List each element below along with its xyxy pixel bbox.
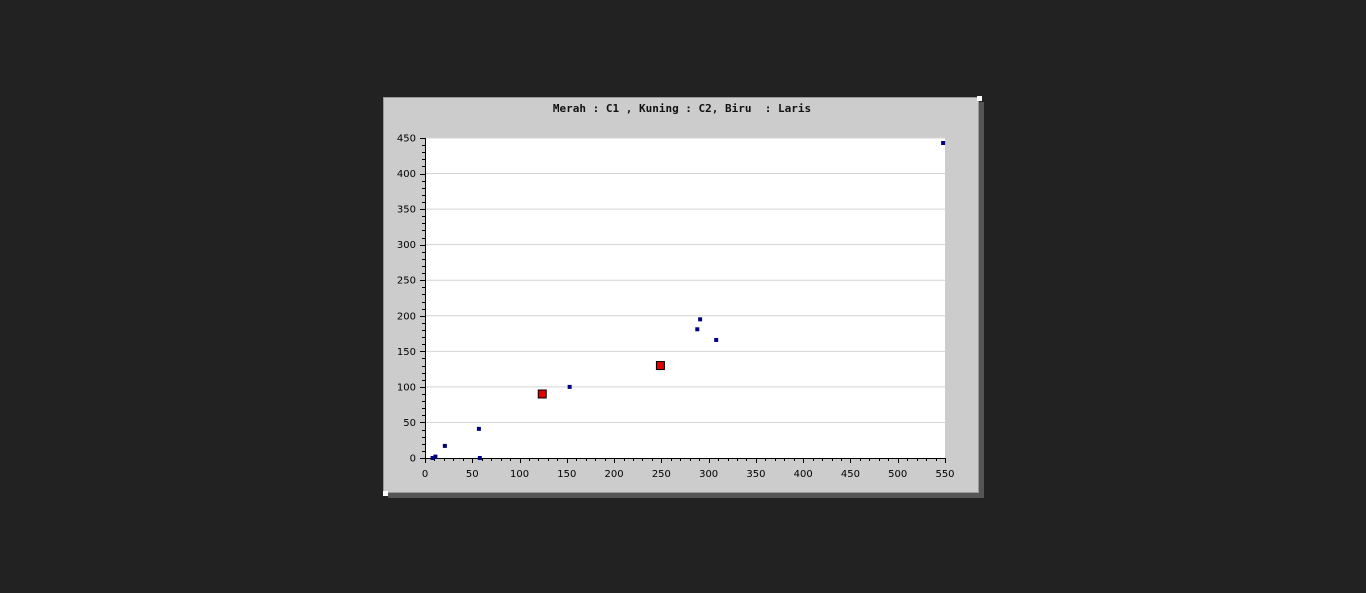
data-point (477, 456, 482, 460)
y-tick-label: 0 (410, 454, 416, 465)
x-tick-label: 200 (605, 469, 624, 480)
data-point (433, 454, 438, 459)
data-points (430, 140, 946, 460)
x-tick-label: 500 (888, 469, 907, 480)
x-tick-label: 350 (746, 469, 765, 480)
data-point (476, 426, 481, 431)
y-tick-label: 200 (397, 311, 416, 322)
x-tick-label: 300 (699, 469, 718, 480)
x-tick-label: 450 (841, 469, 860, 480)
centroid-point (537, 389, 547, 399)
centroid-point (655, 361, 665, 371)
y-tick-label: 100 (397, 382, 416, 393)
data-point (442, 443, 447, 448)
x-tick-label: 400 (794, 469, 813, 480)
y-tick-label: 350 (397, 205, 416, 216)
data-point (714, 337, 719, 342)
grid-lines (425, 137, 945, 423)
resize-handle-bottom-left[interactable] (383, 491, 388, 496)
y-tick-label: 300 (397, 240, 416, 251)
tick-labels: 0 50 100 150 200 250 300 350 400 450 0 50 100 150 200 2… (397, 134, 955, 481)
chart-title: Merah : C1 , Kuning : C2, Biru : Laris (552, 102, 812, 115)
data-point (430, 456, 435, 460)
x-tick-label: 0 (422, 469, 428, 480)
plot-area (425, 138, 945, 458)
data-point (941, 140, 946, 145)
data-point (695, 327, 700, 332)
y-tick-label: 400 (397, 169, 416, 180)
x-tick-label: 50 (466, 469, 479, 480)
data-point (698, 317, 703, 322)
resize-handle-top-right[interactable] (977, 96, 982, 101)
x-tick-label: 550 (935, 469, 954, 480)
y-tick-label: 450 (397, 134, 416, 145)
y-tick-label: 50 (403, 418, 416, 429)
axes (420, 138, 946, 463)
x-tick-label: 100 (510, 469, 529, 480)
scatter-plot: 0 50 100 150 200 250 300 350 400 450 0 50 100 150 200 2… (397, 134, 955, 481)
y-tick-label: 150 (397, 347, 416, 358)
chart-panel: Merah : C1 , Kuning : C2, Biru : Laris 0… (383, 97, 979, 493)
x-tick-label: 250 (652, 469, 671, 480)
data-point (567, 384, 572, 389)
y-tick-label: 250 (397, 276, 416, 287)
x-tick-label: 150 (557, 469, 576, 480)
